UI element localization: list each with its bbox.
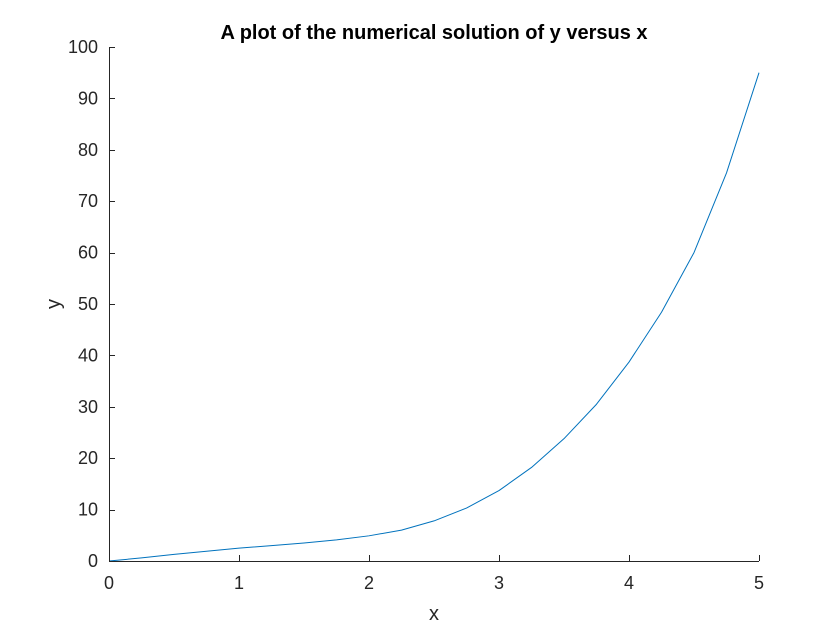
y-tick-label: 10: [78, 500, 98, 520]
y-tick-label: 80: [78, 140, 98, 160]
x-tick-label: 2: [364, 573, 374, 593]
x-axis-ticks: 0 1 2 3 4 5: [104, 555, 764, 593]
x-axis-label: x: [429, 603, 439, 625]
y-axis-ticks: 0 10 20 30 40 50 60 70 80 90 100: [68, 37, 115, 571]
y-tick-label: 30: [78, 397, 98, 417]
y-tick-label: 70: [78, 191, 98, 211]
y-tick-label: 0: [88, 551, 98, 571]
data-series-line: [108, 72, 760, 562]
x-tick-label: 3: [494, 573, 504, 593]
y-tick-label: 40: [78, 345, 98, 365]
y-axis-label: y: [43, 299, 65, 309]
chart-title: A plot of the numerical solution of y ve…: [220, 22, 647, 44]
y-tick-label: 50: [78, 294, 98, 314]
x-tick-label: 5: [754, 573, 764, 593]
x-tick-label: 4: [624, 573, 634, 593]
y-tick-label: 20: [78, 448, 98, 468]
y-tick-label: 60: [78, 243, 98, 263]
y-tick-label: 100: [68, 37, 98, 57]
x-tick-label: 1: [234, 573, 244, 593]
x-tick-label: 0: [104, 573, 114, 593]
y-tick-label: 90: [78, 88, 98, 108]
